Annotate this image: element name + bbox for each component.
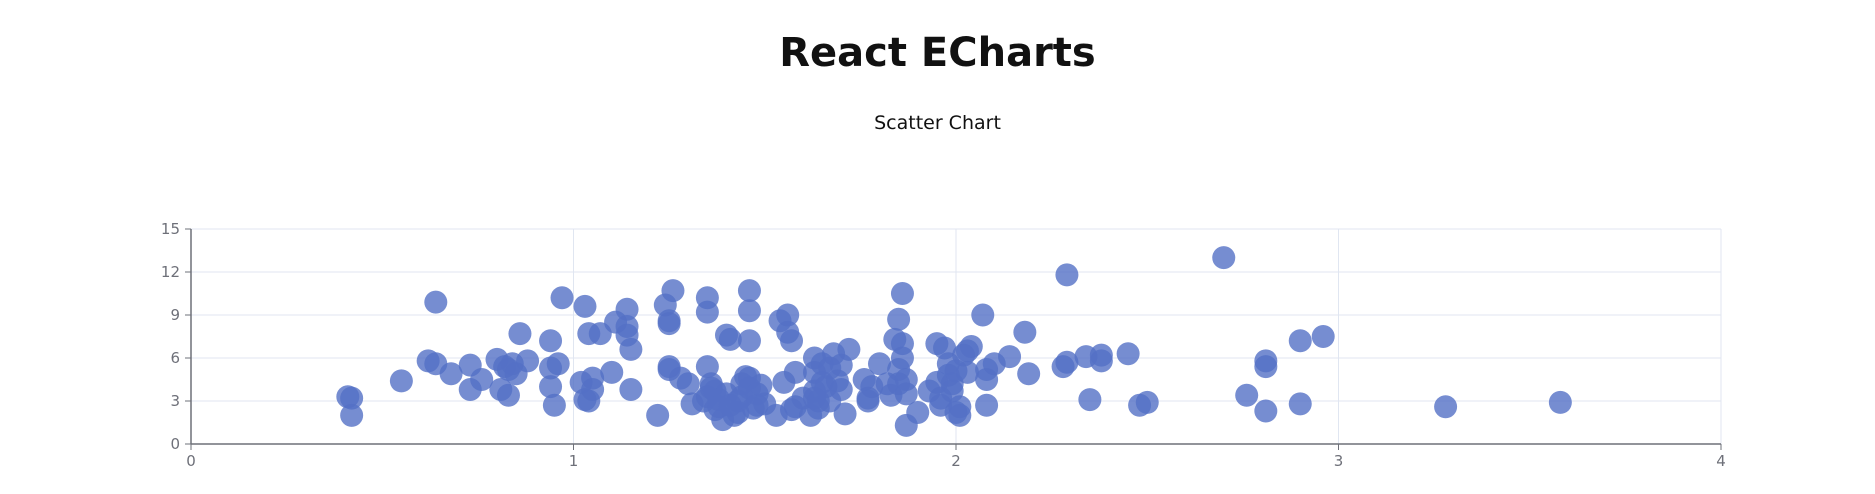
scatter-point [340, 386, 364, 410]
scatter-point [906, 400, 930, 424]
scatter-point [894, 382, 918, 406]
scatter-point [955, 360, 979, 384]
scatter-point [1311, 325, 1335, 348]
scatter-point [1055, 350, 1079, 374]
scatter-point [780, 329, 804, 353]
scatter-point [833, 402, 857, 426]
scatter-point [776, 303, 800, 327]
scatter-point [439, 362, 463, 386]
page-subtitle: Scatter Chart [874, 112, 1001, 134]
scatter-point [619, 337, 643, 361]
scatter-point [470, 368, 494, 391]
scatter-point [868, 352, 891, 376]
scatter-point [539, 375, 563, 399]
scatter-point [1548, 390, 1572, 414]
scatter-point [829, 378, 853, 402]
scatter-point [695, 300, 719, 324]
scatter-point [657, 312, 681, 336]
scatter-point [695, 355, 719, 379]
y-tick-label: 0 [170, 435, 180, 453]
scatter-point [1089, 349, 1113, 373]
scatter-point [542, 393, 566, 417]
scatter-point [550, 286, 574, 310]
scatter-point [1116, 342, 1140, 366]
y-tick-label: 9 [170, 306, 180, 324]
scatter-point [615, 314, 639, 338]
y-tick-label: 15 [161, 220, 180, 238]
scatter-point [1055, 263, 1079, 287]
scatter-point [1288, 329, 1312, 353]
scatter-point [1017, 362, 1041, 386]
x-tick-label: 3 [1334, 452, 1344, 470]
scatter-point [600, 360, 624, 384]
scatter-point [887, 307, 911, 331]
y-tick-label: 6 [170, 349, 180, 367]
scatter-point [998, 345, 1022, 369]
scatter-point [1212, 246, 1236, 270]
scatter-point [749, 373, 773, 397]
scatter-point [718, 327, 742, 351]
scatter-point [1078, 388, 1102, 412]
scatter-point [1135, 390, 1159, 414]
x-tick-label: 1 [569, 452, 579, 470]
scatter-point [340, 403, 364, 427]
scatter-point [496, 383, 520, 407]
scatter-point [837, 337, 861, 361]
scatter-point [737, 329, 761, 353]
scatter-point [890, 346, 914, 370]
scatter-point [1434, 395, 1458, 419]
scatter-point [890, 282, 914, 305]
scatter-point [646, 403, 670, 427]
scatter-point [389, 369, 413, 393]
x-tick-label: 2 [951, 452, 961, 470]
page-title: React ECharts [779, 30, 1096, 76]
scatter-point [573, 294, 597, 318]
x-tick-label: 4 [1716, 452, 1726, 470]
scatter-point [539, 329, 563, 353]
scatter-point [424, 290, 448, 314]
scatter-point [1235, 383, 1259, 407]
scatter-point [783, 360, 807, 384]
scatter-point [546, 352, 570, 376]
scatter-point [1254, 399, 1278, 423]
scatter-point [508, 322, 532, 346]
scatter-point [1013, 320, 1037, 344]
scatter-point [737, 299, 761, 323]
scatter-points [336, 246, 1572, 437]
scatter-point [581, 378, 605, 402]
scatter-point [971, 303, 995, 327]
scatter-point [619, 378, 643, 402]
scatter-point [676, 372, 700, 396]
y-tick-label: 12 [161, 263, 180, 281]
scatter-point [615, 297, 639, 321]
scatter-point [948, 403, 972, 427]
y-tick-label: 3 [170, 392, 180, 410]
scatter-point [737, 279, 761, 303]
scatter-point [1288, 392, 1312, 416]
x-tick-label: 0 [186, 452, 196, 470]
scatter-point [975, 393, 999, 417]
scatter-point [1254, 355, 1278, 379]
scatter-point [959, 335, 983, 359]
scatter-point [661, 279, 685, 303]
scatter-point [516, 349, 540, 373]
